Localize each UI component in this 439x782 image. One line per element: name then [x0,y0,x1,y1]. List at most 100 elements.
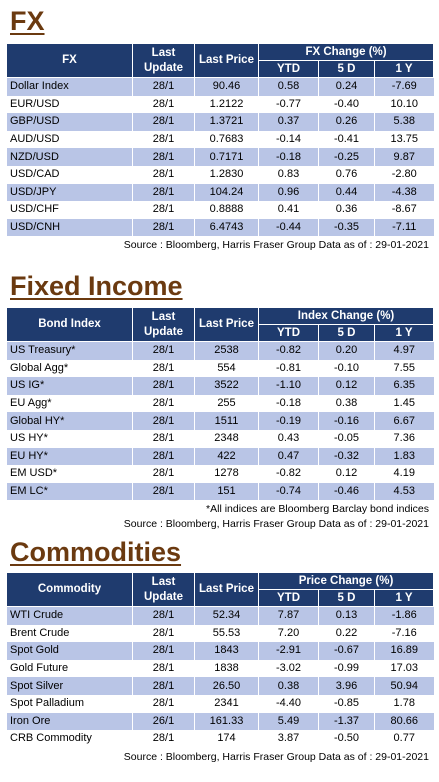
row-ytd-change: 0.58 [258,77,319,96]
fixed-income-source: Source : Bloomberg, Harris Fraser Group … [123,518,429,531]
header-last-update: Last Update [132,307,195,342]
row-ytd-change: -0.44 [258,218,319,237]
row-name: USD/JPY [6,183,133,202]
row-last-price: 2538 [194,341,259,360]
row-5d-change: 0.76 [318,165,375,184]
fixed-income-table: Bond Index Last Update Last Price Index … [6,307,435,501]
row-1y-change: 6.67 [373,412,434,430]
row-last-update: 28/1 [132,341,195,360]
row-1y-change: 7.36 [373,429,434,448]
row-ytd-change: 7.20 [258,624,319,643]
header-change-group: Price Change (%) [258,572,434,590]
row-5d-change: -0.46 [318,482,375,501]
commodities-table: Commodity Last Update Last Price Price C… [6,572,434,748]
row-last-price: 52.34 [194,606,259,625]
row-5d-change: 0.12 [318,465,375,483]
row-5d-change: 0.12 [318,377,375,395]
row-last-update: 28/1 [132,730,195,748]
row-ytd-change: -4.40 [258,694,319,713]
row-1y-change: -1.86 [374,606,434,625]
row-last-price: 26.50 [194,677,259,695]
row-name: GBP/USD [6,113,133,131]
row-5d-change: 0.44 [318,183,375,202]
table-row: US HY* 28/1 2348 0.43 -0.05 7.36 [6,429,434,448]
table-row: USD/CAD 28/1 1.2830 0.83 0.76 -2.80 [6,165,434,184]
row-name: Global Agg* [6,359,133,378]
row-last-update: 28/1 [132,447,195,466]
row-1y-change: 7.55 [373,359,434,378]
row-5d-change: 0.20 [318,341,375,360]
header-last-update: Last Update [132,43,195,78]
header-ytd: YTD [258,589,319,607]
row-ytd-change: 0.43 [258,429,319,448]
row-5d-change: -0.16 [318,412,375,430]
row-ytd-change: -0.18 [258,148,319,166]
row-1y-change: -7.16 [374,624,434,643]
row-ytd-change: -0.81 [258,359,319,378]
row-5d-change: -1.37 [318,712,375,731]
row-ytd-change: 7.87 [258,606,319,625]
row-name: Spot Silver [6,677,133,695]
table-row: CRB Commodity 28/1 174 3.87 -0.50 0.77 [6,730,434,748]
fx-table: FX Last Update Last Price FX Change (%) … [6,43,435,237]
table-row: Gold Future 28/1 1838 -3.02 -0.99 17.03 [6,659,434,678]
row-name: EU HY* [6,447,133,466]
row-1y-change: 17.03 [374,659,434,678]
table-row: Global Agg* 28/1 554 -0.81 -0.10 7.55 [6,359,434,378]
row-name: EUR/USD [6,95,133,114]
header-name: FX [6,43,133,78]
row-last-update: 28/1 [132,183,195,202]
table-row: US Treasury* 28/1 2538 -0.82 0.20 4.97 [6,341,434,360]
row-5d-change: 0.24 [318,77,375,96]
row-1y-change: -4.38 [373,183,434,202]
row-last-update: 28/1 [132,465,195,483]
fx-title: FX [10,6,45,36]
row-name: USD/CHF [6,201,133,219]
row-5d-change: -0.41 [318,130,375,149]
header-last-price: Last Price [194,307,259,342]
row-5d-change: 0.38 [318,394,375,413]
row-ytd-change: -0.82 [258,341,319,360]
row-last-price: 6.4743 [194,218,259,237]
row-last-price: 0.7171 [194,148,259,166]
row-1y-change: 10.10 [373,95,434,114]
row-1y-change: -8.67 [373,201,434,219]
header-5d: 5 D [318,60,375,78]
row-name: NZD/USD [6,148,133,166]
row-name: USD/CAD [6,165,133,184]
row-last-update: 28/1 [132,606,195,625]
row-last-update: 28/1 [132,95,195,114]
row-name: CRB Commodity [6,730,133,748]
table-row: Spot Palladium 28/1 2341 -4.40 -0.85 1.78 [6,694,434,713]
commodities-section: Commodities Commodity Last Update Last P… [6,537,434,765]
row-1y-change: 1.78 [374,694,434,713]
header-last-price: Last Price [194,572,259,607]
row-last-price: 3522 [194,377,259,395]
row-1y-change: -7.11 [373,218,434,237]
row-name: US IG* [6,377,133,395]
row-5d-change: 0.13 [318,606,375,625]
row-last-update: 28/1 [132,677,195,695]
row-5d-change: -0.10 [318,359,375,378]
row-name: AUD/USD [6,130,133,149]
table-row: EUR/USD 28/1 1.2122 -0.77 -0.40 10.10 [6,95,434,114]
header-1y: 1 Y [373,60,435,78]
row-last-update: 28/1 [132,113,195,131]
row-last-price: 55.53 [194,624,259,643]
row-last-price: 1511 [194,412,259,430]
row-name: Iron Ore [6,712,133,731]
table-row: USD/CNH 28/1 6.4743 -0.44 -0.35 -7.11 [6,218,434,237]
row-5d-change: -0.32 [318,447,375,466]
row-1y-change: 0.77 [374,730,434,748]
row-last-price: 151 [194,482,259,501]
row-5d-change: -0.25 [318,148,375,166]
table-row: Brent Crude 28/1 55.53 7.20 0.22 -7.16 [6,624,434,643]
row-ytd-change: -2.91 [258,642,319,660]
header-change-group: FX Change (%) [257,43,435,61]
row-ytd-change: -0.18 [258,394,319,413]
table-row: Iron Ore 26/1 161.33 5.49 -1.37 80.66 [6,712,434,731]
row-ytd-change: -0.14 [258,130,319,149]
row-last-price: 1.3721 [194,113,259,131]
row-name: US HY* [6,429,133,448]
table-row: US IG* 28/1 3522 -1.10 0.12 6.35 [6,377,434,395]
